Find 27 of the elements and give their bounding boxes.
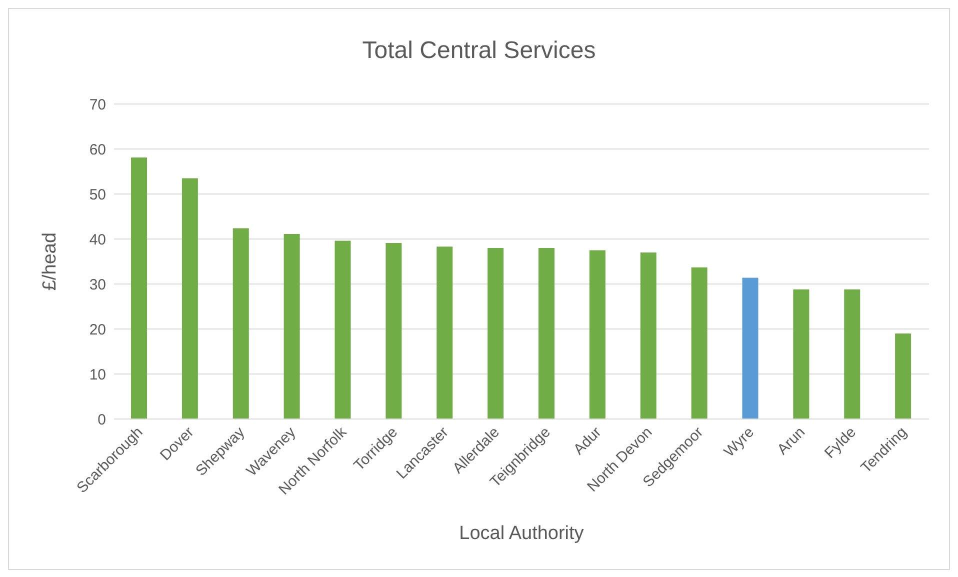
bar	[691, 267, 708, 419]
y-tick-label: 20	[89, 321, 106, 338]
bar	[334, 240, 351, 419]
bar	[589, 250, 606, 419]
y-tick-label: 40	[89, 231, 106, 248]
y-axis-title: £/head	[40, 232, 61, 291]
y-tick-label: 60	[89, 141, 106, 158]
chart-title: Total Central Services	[361, 37, 597, 65]
bar	[182, 178, 198, 419]
y-tick-label: 30	[89, 276, 106, 294]
bar	[538, 248, 554, 419]
bar	[793, 289, 810, 419]
bar	[232, 228, 249, 419]
y-tick-label: 50	[89, 186, 106, 204]
y-tick-label: 70	[89, 96, 106, 114]
bar	[844, 289, 860, 419]
y-tick-label: 10	[89, 366, 106, 384]
bar	[640, 252, 656, 419]
bar	[131, 158, 147, 419]
bar	[895, 334, 912, 419]
y-tick-label: 0	[98, 411, 106, 428]
bar	[742, 278, 758, 419]
bar	[488, 248, 504, 419]
x-axis-title: Local Authority	[459, 523, 584, 544]
bar	[386, 243, 402, 419]
bar	[436, 246, 453, 419]
bar	[284, 234, 300, 419]
